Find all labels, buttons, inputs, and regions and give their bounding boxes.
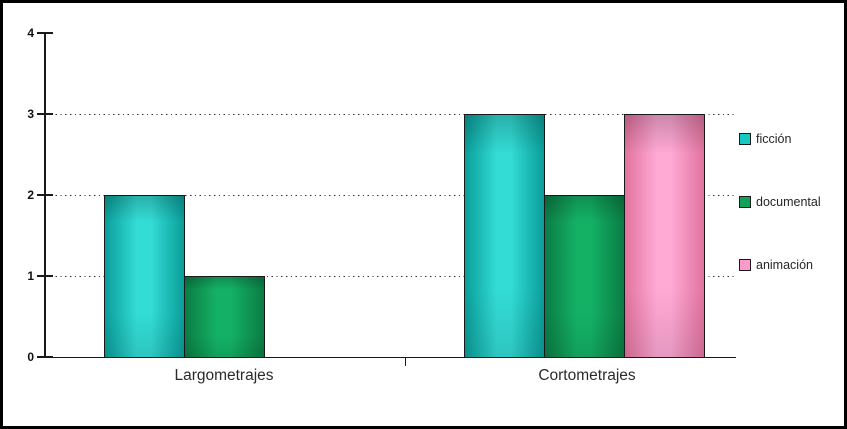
x-axis-label-largometrajes: Largometrajes bbox=[174, 367, 274, 384]
legend-item-documental: documental bbox=[739, 195, 821, 209]
gridline-1 bbox=[46, 276, 736, 277]
legend-swatch-animacion bbox=[739, 259, 751, 271]
x-axis-label-cortometrajes: Cortometrajes bbox=[538, 367, 636, 384]
legend-label-animacion: animación bbox=[756, 258, 813, 272]
legend: ficción documental animación bbox=[739, 3, 844, 426]
bar-documental-cortometrajes bbox=[544, 195, 625, 358]
bar-ficcion-largometrajes bbox=[104, 195, 185, 358]
legend-item-animacion: animación bbox=[739, 258, 813, 272]
legend-label-ficcion: ficción bbox=[756, 132, 792, 146]
x-axis-line bbox=[44, 356, 736, 358]
y-axis-label-4: 4 bbox=[27, 26, 34, 40]
bar-animacion-cortometrajes bbox=[624, 114, 705, 358]
gridline-2 bbox=[46, 195, 736, 196]
y-axis-line bbox=[44, 33, 46, 358]
legend-swatch-documental bbox=[739, 196, 751, 208]
bar-documental-largometrajes bbox=[184, 276, 265, 358]
x-axis-category-tick bbox=[404, 358, 406, 366]
legend-label-documental: documental bbox=[756, 195, 821, 209]
y-axis-label-0: 0 bbox=[27, 350, 34, 364]
bar-ficcion-cortometrajes bbox=[464, 114, 545, 358]
y-axis-label-1: 1 bbox=[27, 269, 34, 283]
y-axis-label-3: 3 bbox=[27, 107, 34, 121]
legend-item-ficcion: ficción bbox=[739, 132, 791, 146]
y-axis-label-2: 2 bbox=[27, 188, 34, 202]
legend-swatch-ficcion bbox=[739, 133, 751, 145]
gridline-3 bbox=[46, 114, 736, 115]
